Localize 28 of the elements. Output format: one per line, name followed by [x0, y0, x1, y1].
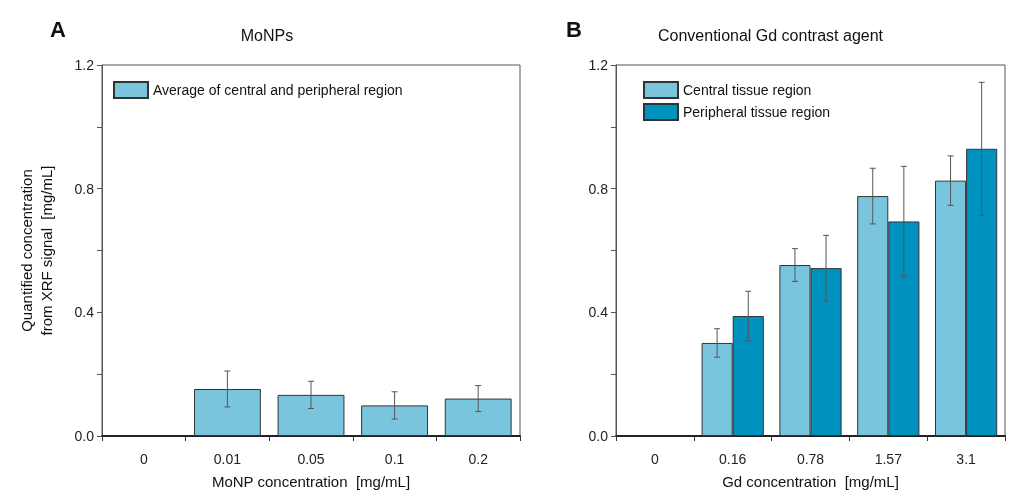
x-tick-label: 0: [139, 451, 148, 467]
x-tick-label: 0: [651, 451, 659, 467]
x-tick-label: 0.78: [796, 451, 825, 467]
chart-title: MoNPs: [240, 26, 294, 44]
y-tick-label: 0.8: [74, 180, 95, 197]
text: A: [50, 16, 66, 42]
x-tick-label: 0.05: [297, 451, 325, 467]
text: B: [566, 16, 582, 42]
x-tick-label: 3.1: [956, 451, 977, 467]
y-tick-label: 1.2: [74, 57, 95, 73]
y-tick-label: 0.8: [588, 180, 609, 197]
y-tick-label: 1.2: [588, 57, 609, 73]
x-tick-label: 0.16: [719, 451, 747, 467]
x-axis-title: Gd concentration [mg/mL]: [722, 473, 899, 490]
x-tick-label: 0.01: [213, 451, 242, 467]
x-tick-label: 0.1: [384, 451, 405, 467]
legend-label: Peripheral tissue region: [683, 104, 831, 120]
chart-title: Conventional Gd contrast agent: [657, 26, 884, 44]
y-tick-label: 0.4: [588, 304, 609, 321]
y-tick-label: 0.0: [588, 428, 609, 444]
y-tick-label: 0.4: [74, 304, 95, 321]
x-tick-label: 1.57: [874, 451, 903, 467]
x-tick-label: 0.2: [468, 451, 489, 467]
y-tick-label: 0.0: [74, 428, 95, 444]
y-axis-title: Quantified concentration from XRF signal [mg/mL]: [17, 165, 55, 336]
legend-label: Central tissue region: [683, 82, 812, 98]
legend-label: Average of central and peripheral region: [153, 82, 403, 98]
x-axis-title: MoNP concentration [mg/mL]: [211, 473, 411, 490]
